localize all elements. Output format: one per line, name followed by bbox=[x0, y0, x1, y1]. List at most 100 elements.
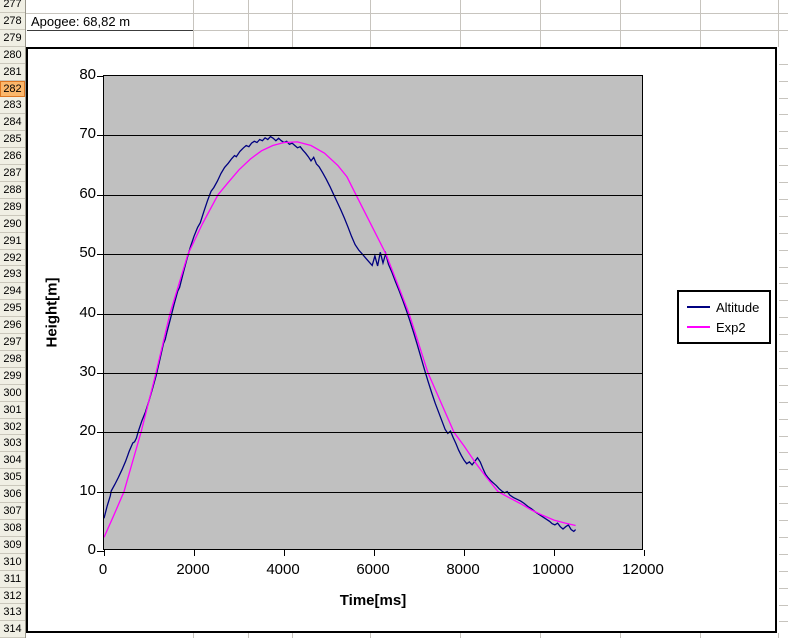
row-header[interactable]: 295 bbox=[0, 300, 25, 318]
sheet-gridline bbox=[193, 633, 194, 638]
row-header[interactable]: 303 bbox=[0, 435, 25, 453]
row-header[interactable]: 285 bbox=[0, 131, 25, 149]
row-header[interactable]: 299 bbox=[0, 367, 25, 385]
y-axis-tick bbox=[97, 135, 104, 137]
sheet-gridline bbox=[540, 0, 541, 47]
x-tick-label: 4000 bbox=[266, 561, 300, 578]
sheet-gridline bbox=[193, 30, 788, 31]
apogee-cell[interactable]: Apogee: 68,82 m bbox=[27, 14, 193, 31]
row-header[interactable]: 302 bbox=[0, 418, 25, 436]
y-axis-tick bbox=[97, 372, 104, 374]
plot-area[interactable] bbox=[97, 75, 645, 556]
sheet-gridline bbox=[779, 435, 788, 437]
sheet-gridline bbox=[779, 114, 788, 116]
row-header[interactable]: 314 bbox=[0, 621, 25, 638]
row-header[interactable]: 310 bbox=[0, 553, 25, 571]
row-header[interactable]: 306 bbox=[0, 486, 25, 504]
row-header[interactable]: 283 bbox=[0, 97, 25, 115]
sheet-gridline bbox=[779, 570, 788, 572]
sheet-gridline bbox=[779, 232, 788, 234]
row-header[interactable]: 307 bbox=[0, 503, 25, 520]
x-axis-tick bbox=[284, 550, 285, 556]
sheet-gridline bbox=[779, 553, 788, 555]
row-header[interactable]: 304 bbox=[0, 452, 25, 470]
row-header[interactable]: 281 bbox=[0, 63, 25, 81]
row-header[interactable]: 277 bbox=[0, 0, 25, 13]
plot-gridline bbox=[104, 491, 642, 493]
row-header[interactable]: 291 bbox=[0, 232, 25, 250]
y-tick-label: 80 bbox=[79, 66, 96, 83]
row-header[interactable]: 289 bbox=[0, 198, 25, 216]
sheet-gridline bbox=[193, 0, 194, 47]
y-axis-tick bbox=[97, 491, 104, 493]
sheet-gridline bbox=[779, 621, 788, 623]
row-header[interactable]: 308 bbox=[0, 520, 25, 537]
row-header[interactable]: 296 bbox=[0, 317, 25, 335]
sheet-gridline bbox=[779, 165, 788, 167]
x-tick-label: 2000 bbox=[176, 561, 210, 578]
y-axis-tick bbox=[97, 254, 104, 256]
row-header[interactable]: 300 bbox=[0, 384, 25, 402]
legend-line-altitude bbox=[687, 306, 710, 308]
x-axis-tick bbox=[644, 550, 645, 556]
sheet-gridline bbox=[779, 131, 788, 133]
y-axis-title: Height[m] bbox=[43, 277, 61, 348]
y-axis-tick bbox=[97, 313, 104, 315]
sheet-gridline bbox=[779, 249, 788, 251]
sheet-gridline bbox=[292, 0, 293, 47]
row-header[interactable]: 284 bbox=[0, 114, 25, 132]
sheet-gridline bbox=[779, 503, 788, 505]
row-header[interactable]: 309 bbox=[0, 536, 25, 554]
series-line-altitude bbox=[104, 135, 577, 533]
row-header[interactable]: 287 bbox=[0, 165, 25, 182]
sheet-gridline bbox=[779, 469, 788, 471]
row-header[interactable]: 288 bbox=[0, 182, 25, 199]
chart[interactable]: 0 10 20 30 40 50 60 70 80 0 2000 4000 6000 8000 10000… bbox=[26, 47, 777, 633]
row-header[interactable]: 297 bbox=[0, 334, 25, 351]
sheet-gridline bbox=[248, 633, 249, 638]
sheet-gridline bbox=[700, 0, 701, 47]
sheet-gridline bbox=[779, 63, 788, 65]
y-tick-label: 10 bbox=[79, 481, 96, 499]
x-axis-tick bbox=[554, 550, 555, 556]
sheet-gridline bbox=[779, 351, 788, 352]
legend-item-altitude[interactable]: Altitude bbox=[687, 297, 763, 317]
sheet-gridline bbox=[779, 536, 788, 538]
legend-label: Altitude bbox=[716, 299, 760, 315]
row-header[interactable]: 294 bbox=[0, 283, 25, 301]
row-header[interactable]: 279 bbox=[0, 29, 25, 47]
row-header-selected[interactable]: 282 bbox=[0, 80, 25, 98]
x-tick-label: 6000 bbox=[356, 561, 390, 578]
row-header[interactable]: 305 bbox=[0, 469, 25, 487]
plot-gridline bbox=[104, 313, 642, 315]
row-header[interactable]: 293 bbox=[0, 266, 25, 284]
legend-line-exp2 bbox=[687, 326, 710, 328]
row-header[interactable]: 301 bbox=[0, 401, 25, 419]
sheet-gridline bbox=[779, 215, 788, 217]
row-header[interactable]: 290 bbox=[0, 215, 25, 233]
sheet-gridline bbox=[779, 520, 788, 521]
row-header-column: 277 278 279 280 281 282 283 284 285 286 287 288 289 2… bbox=[0, 0, 26, 638]
row-header[interactable]: 298 bbox=[0, 351, 25, 368]
row-header[interactable]: 286 bbox=[0, 148, 25, 166]
row-header[interactable]: 292 bbox=[0, 249, 25, 267]
row-header[interactable]: 280 bbox=[0, 46, 25, 64]
row-header[interactable]: 313 bbox=[0, 604, 25, 622]
x-axis-tick bbox=[374, 550, 375, 556]
row-header[interactable]: 312 bbox=[0, 587, 25, 605]
x-tick-label: 10000 bbox=[532, 561, 574, 578]
legend[interactable]: Altitude Exp2 bbox=[677, 290, 771, 344]
sheet-gridline bbox=[778, 633, 779, 638]
plot-gridline bbox=[104, 254, 642, 256]
y-tick-label: 50 bbox=[79, 244, 96, 262]
row-header[interactable]: 278 bbox=[0, 13, 25, 30]
apogee-text: Apogee: 68,82 m bbox=[31, 14, 131, 29]
legend-label: Exp2 bbox=[716, 319, 746, 335]
legend-item-exp2[interactable]: Exp2 bbox=[687, 317, 763, 337]
x-tick-label: 12000 bbox=[622, 561, 664, 578]
row-header[interactable]: 311 bbox=[0, 570, 25, 588]
sheet-gridline bbox=[779, 452, 788, 454]
sheet-gridline bbox=[779, 486, 788, 488]
y-tick-label: 0 bbox=[87, 541, 96, 558]
